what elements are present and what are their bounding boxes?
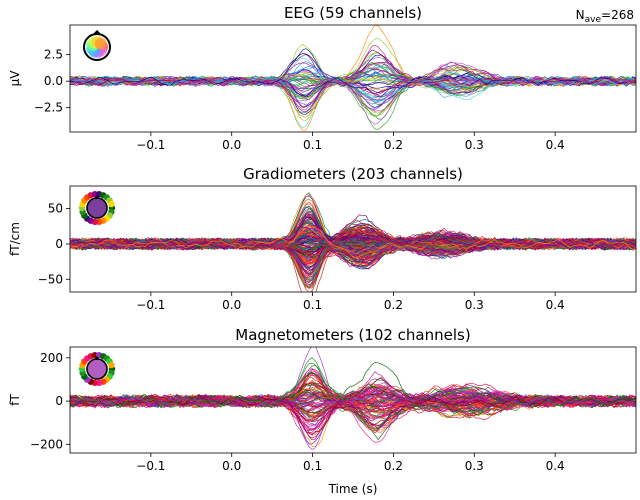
- nave-prefix: N: [576, 8, 585, 22]
- x-tick-label: 0.3: [465, 138, 484, 152]
- channel-trace: [70, 214, 636, 250]
- channel-trace: [70, 74, 636, 101]
- channel-trace: [70, 228, 636, 259]
- channel-trace: [70, 357, 636, 431]
- x-tick-label: 0.0: [222, 298, 241, 312]
- panel-title: Magnetometers (102 channels): [235, 326, 470, 344]
- x-tick-label: 0.3: [465, 459, 484, 473]
- channel-trace: [70, 25, 636, 86]
- x-tick-label: −0.1: [136, 459, 165, 473]
- panel-title: Gradiometers (203 channels): [243, 165, 463, 183]
- x-tick-label: 0.0: [222, 459, 241, 473]
- y-tick-label: 200: [40, 351, 63, 365]
- y-tick-label: −2.5: [34, 101, 63, 115]
- magnetometer-topomap-icon: [78, 351, 116, 387]
- y-tick-label: 0: [55, 237, 63, 251]
- x-tick-label: 0.3: [465, 298, 484, 312]
- axes-frame: [69, 346, 637, 454]
- channel-trace: [70, 381, 636, 418]
- panel-title: EEG (59 channels): [284, 4, 422, 22]
- channel-trace: [70, 73, 636, 97]
- panel-1: Gradiometers (203 channels) −0.1 0.0 0.1 0.2…: [8, 165, 637, 312]
- gradiometer-topomap-icon: [78, 190, 116, 226]
- traces: [70, 192, 636, 292]
- x-tick-label: −0.1: [136, 138, 165, 152]
- channel-trace: [70, 76, 636, 112]
- panel-0: EEG (59 channels) −0.1 0.0 0.1 0.2 0.3 0.4 2.5 0…: [8, 4, 637, 152]
- traces: [70, 347, 636, 450]
- channel-trace: [70, 385, 636, 426]
- y-axis-label: µV: [8, 70, 22, 87]
- x-tick-label: 0.1: [303, 138, 322, 152]
- traces: [70, 25, 636, 131]
- y-tick-label: −200: [30, 437, 63, 451]
- x-tick-label: 0.1: [303, 298, 322, 312]
- y-tick-label: 0: [55, 394, 63, 408]
- axes-frame: [69, 24, 637, 133]
- channel-trace: [70, 235, 636, 250]
- nave-label: Nave=268: [576, 8, 634, 25]
- channel-trace: [70, 213, 636, 255]
- channel-trace: [70, 72, 636, 103]
- x-tick-label: 0.2: [384, 459, 403, 473]
- y-tick-label: 50: [48, 202, 63, 216]
- x-tick-label: 0.4: [546, 138, 565, 152]
- x-tick-label: 0.2: [384, 298, 403, 312]
- x-tick-label: 0.4: [546, 459, 565, 473]
- channel-trace: [70, 236, 636, 256]
- eeg-head-topomap-icon: [83, 30, 111, 61]
- x-tick-label: 0.4: [546, 298, 565, 312]
- y-tick-label: −50: [38, 272, 63, 286]
- panel-2: Magnetometers (102 channels) −0.1 0.0 0.1 0.…: [8, 326, 637, 496]
- channel-trace: [70, 237, 636, 267]
- axes-frame: [69, 185, 637, 293]
- nave-subscript: ave: [585, 15, 602, 25]
- y-axis-label: fT: [8, 394, 22, 406]
- y-axis-label: fT/cm: [8, 222, 22, 256]
- x-axis-label: Time (s): [328, 482, 378, 496]
- x-tick-label: 0.1: [303, 459, 322, 473]
- x-tick-label: 0.2: [384, 138, 403, 152]
- channel-trace: [70, 392, 636, 433]
- x-tick-label: 0.0: [222, 138, 241, 152]
- channel-trace: [70, 70, 636, 110]
- y-tick-label: 0.0: [44, 74, 63, 88]
- x-tick-label: −0.1: [136, 298, 165, 312]
- nave-value: =268: [601, 8, 634, 22]
- channel-trace: [70, 347, 636, 429]
- y-tick-label: 2.5: [44, 48, 63, 62]
